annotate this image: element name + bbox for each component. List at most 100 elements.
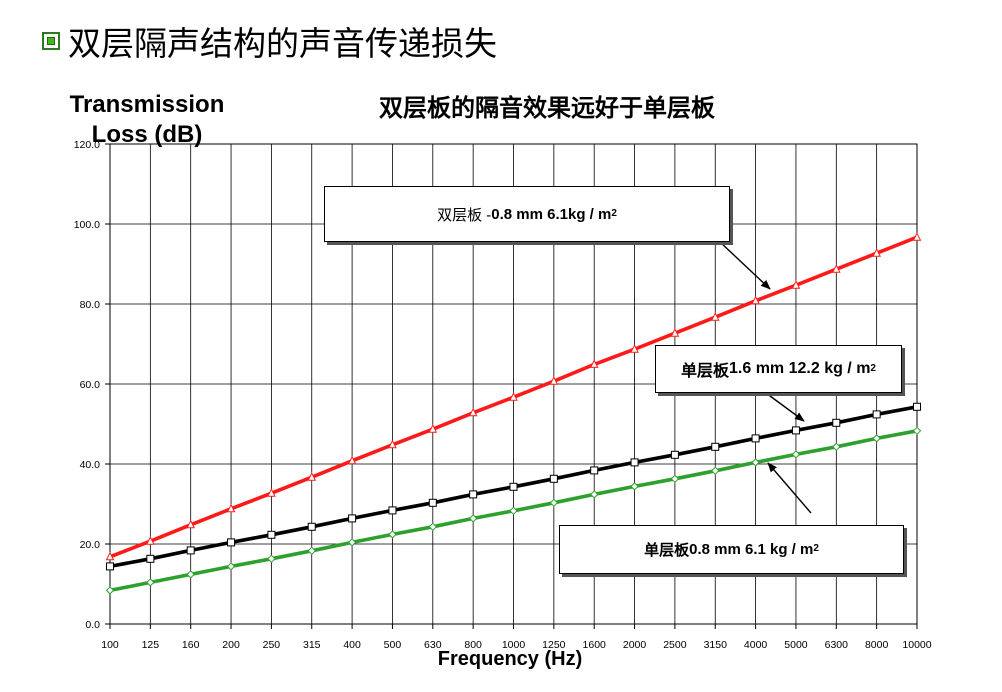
data-point-square: [106, 562, 114, 571]
data-point-square: [751, 434, 760, 443]
square-bullet-icon: [42, 32, 60, 50]
data-point-triangle: [468, 407, 478, 417]
x-tick-label: 2500: [663, 639, 687, 651]
x-tick-label: 200: [222, 639, 240, 651]
data-point-triangle: [509, 392, 518, 401]
x-tick-label: 6300: [825, 639, 849, 651]
y-axis-label-line-2: Loss (dB): [91, 121, 203, 148]
slide-title: 双层隔声结构的声音传递损失: [42, 16, 497, 66]
arrow-to-single-thick: [765, 392, 805, 422]
data-point-square: [388, 506, 397, 515]
data-point-triangle: [428, 424, 438, 433]
data-point-diamond: [146, 578, 155, 587]
data-point-diamond: [912, 426, 922, 436]
data-point-diamond: [105, 586, 115, 595]
data-point-triangle: [549, 376, 559, 385]
data-point-diamond: [670, 474, 680, 484]
y-tick-label: 20.0: [80, 539, 101, 551]
data-point-square: [227, 538, 236, 547]
data-point-diamond: [428, 522, 438, 532]
annotation-single-thin-sup: 2: [813, 543, 819, 554]
annotation-single-thin-prefix: 单层板: [644, 542, 690, 559]
x-tick-label: 630: [424, 639, 442, 651]
annotation-single-thick-sup: 2: [870, 362, 876, 374]
annotation-double-spec: 0.8 mm 6.1kg / m: [491, 205, 612, 223]
data-point-diamond: [751, 458, 760, 467]
data-point-diamond: [872, 434, 881, 443]
x-tick-label: 800: [464, 639, 482, 651]
data-point-square: [509, 482, 518, 491]
annotation-single-thick-spec: 1.6 mm 12.2 kg / m: [729, 360, 871, 377]
x-tick-label: 4000: [744, 639, 768, 651]
data-point-triangle: [912, 232, 922, 241]
data-point-square: [711, 442, 720, 451]
data-point-triangle: [105, 551, 115, 561]
data-point-square: [872, 410, 881, 419]
data-point-triangle: [751, 295, 760, 305]
x-tick-label: 250: [263, 639, 281, 651]
y-tick-label: 40.0: [80, 459, 101, 471]
x-tick-label: 8000: [865, 639, 889, 651]
data-point-square: [791, 426, 800, 435]
data-point-diamond: [186, 570, 195, 579]
data-point-diamond: [589, 490, 599, 499]
data-point-diamond: [468, 514, 478, 523]
data-point-square: [186, 546, 195, 555]
data-point-square: [913, 402, 921, 411]
data-point-diamond: [832, 442, 841, 452]
data-point-square: [267, 530, 276, 539]
x-tick-label: 3150: [704, 639, 728, 651]
data-point-diamond: [347, 538, 357, 547]
x-tick-label: 100: [101, 639, 119, 651]
data-point-diamond: [267, 554, 276, 564]
chart-title: 双层板的隔音效果远好于单层板: [379, 93, 715, 122]
data-point-square: [832, 418, 841, 427]
data-point-diamond: [791, 450, 801, 459]
y-axis-label: Transmission Loss (dB): [52, 90, 242, 150]
x-tick-label: 125: [142, 639, 160, 651]
y-tick-label: 60.0: [80, 379, 101, 391]
data-point-square: [670, 450, 679, 459]
x-tick-label: 400: [343, 639, 361, 651]
arrow-to-single-thin: [767, 462, 812, 514]
annotation-single-thin-spec: 0.8 mm 6.1 kg / m: [689, 541, 814, 558]
data-point-diamond: [307, 546, 316, 556]
data-point-diamond: [226, 562, 236, 571]
data-point-triangle: [630, 344, 639, 353]
y-tick-label: 80.0: [80, 299, 101, 311]
annotation-double-sup: 2: [611, 207, 617, 219]
data-point-diamond: [711, 466, 720, 476]
data-point-square: [146, 554, 155, 563]
data-point-triangle: [307, 472, 317, 481]
data-point-square: [549, 474, 558, 483]
data-point-triangle: [791, 280, 801, 289]
data-point-diamond: [549, 498, 559, 508]
x-axis-label: Frequency (Hz): [437, 648, 583, 670]
data-point-square: [428, 498, 437, 507]
data-point-diamond: [630, 482, 639, 491]
data-point-triangle: [670, 328, 680, 337]
y-tick-label: 100.0: [74, 219, 100, 231]
x-tick-label: 500: [384, 639, 402, 651]
data-point-square: [307, 522, 316, 531]
annotation-double-prefix: 双层板 -: [437, 206, 492, 224]
data-point-triangle: [388, 439, 397, 449]
data-point-triangle: [710, 312, 720, 321]
x-tick-label: 2000: [623, 639, 647, 651]
data-point-square: [348, 514, 357, 523]
data-point-triangle: [267, 488, 276, 497]
data-point-triangle: [146, 536, 155, 545]
data-point-square: [469, 490, 478, 499]
slide-title-text: 双层隔声结构的声音传递损失: [68, 24, 497, 63]
data-point-square: [630, 458, 639, 467]
x-tick-label: 10000: [902, 639, 931, 651]
x-tick-label: 315: [303, 639, 321, 651]
data-point-triangle: [186, 519, 196, 529]
data-point-diamond: [388, 530, 397, 539]
arrow-to-double-layer: [719, 241, 771, 290]
y-tick-label: 120.0: [74, 139, 100, 151]
x-tick-label: 1000: [502, 639, 526, 651]
y-axis-label-line-1: Transmission: [69, 91, 225, 118]
